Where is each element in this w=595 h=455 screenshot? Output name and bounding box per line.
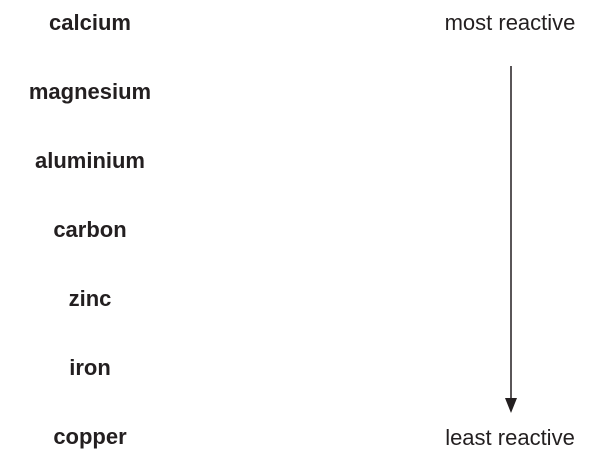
element-name: carbon [53, 217, 126, 242]
arrow-head [505, 398, 517, 413]
bottom-label: least reactive [445, 425, 575, 450]
element-name: aluminium [35, 148, 145, 173]
element-list: calcium magnesium aluminium carbon zinc iron c… [29, 10, 151, 449]
top-label: most reactive [445, 10, 576, 35]
element-name: magnesium [29, 79, 151, 104]
element-name: iron [69, 355, 111, 380]
element-name: calcium [49, 10, 131, 35]
element-name: copper [53, 424, 127, 449]
element-name: zinc [69, 286, 112, 311]
